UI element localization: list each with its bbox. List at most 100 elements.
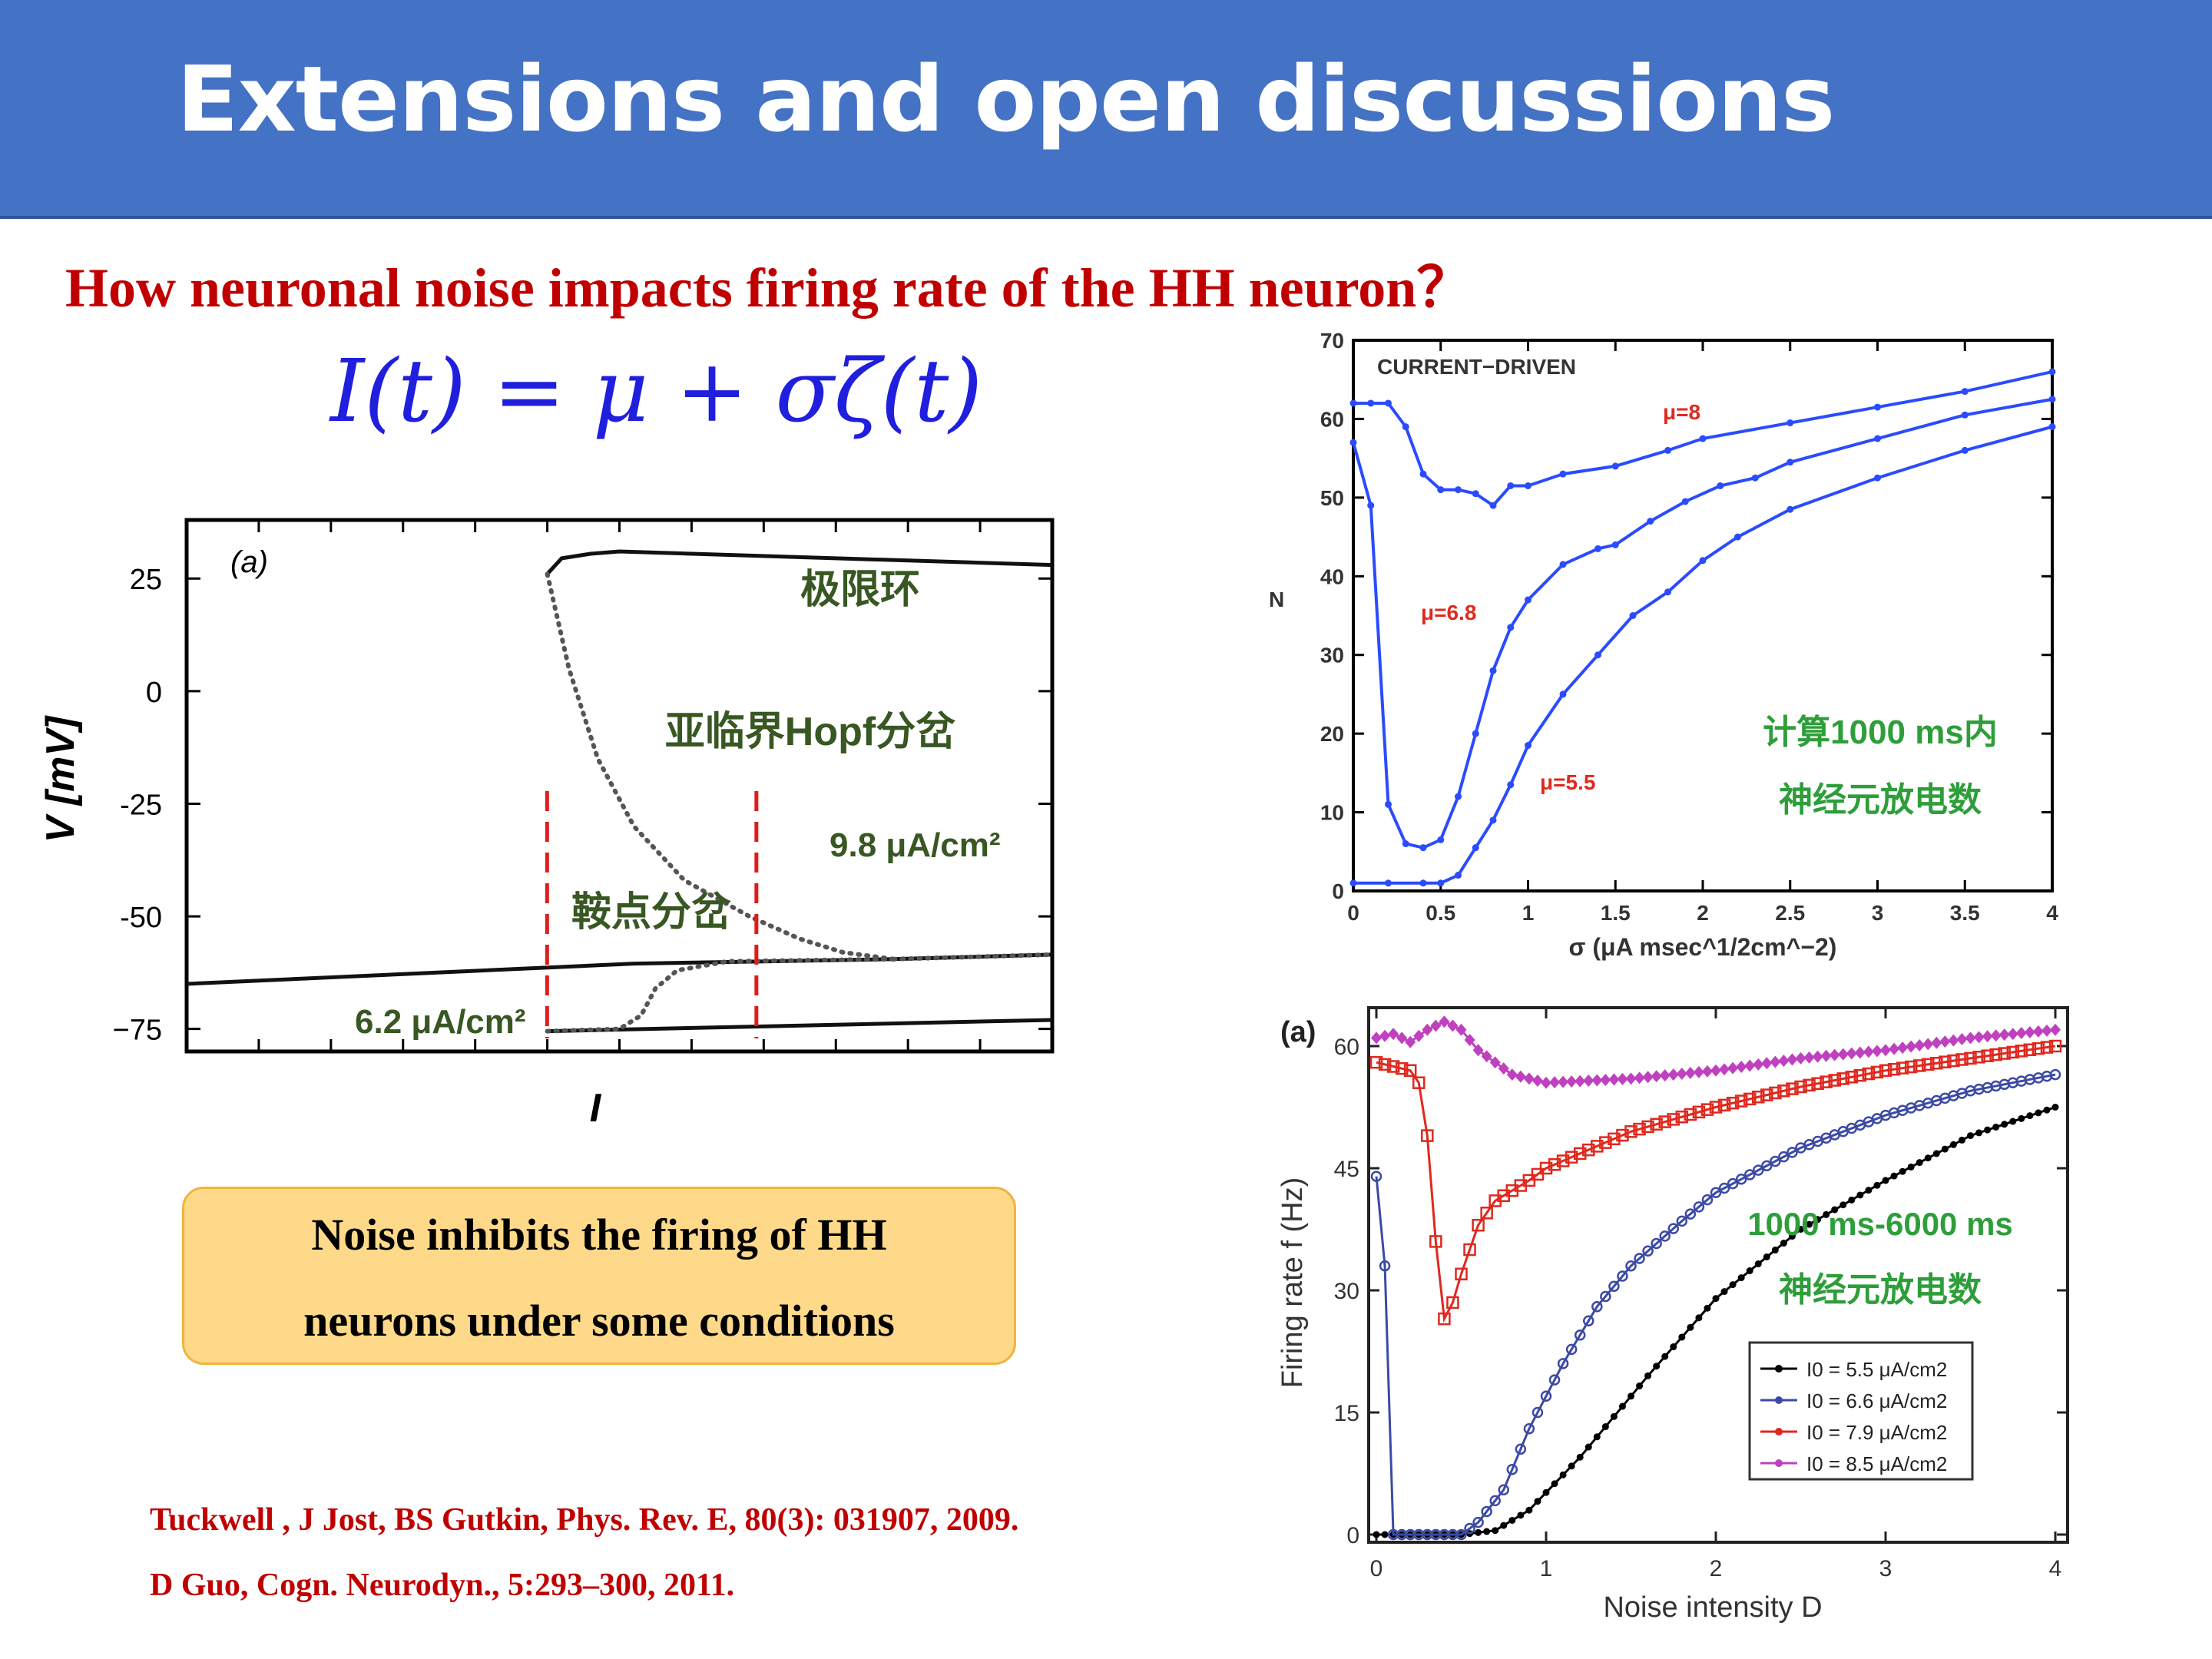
- plot-frame: [1352, 339, 2054, 892]
- data-point: [1600, 1073, 1611, 1086]
- data-point: [1778, 1055, 1790, 1068]
- data-point: [1846, 1122, 1858, 1134]
- data-point: [1720, 1288, 1728, 1296]
- data-point: [1984, 1126, 1992, 1134]
- data-point: [1507, 624, 1515, 631]
- data-point: [1727, 1061, 1739, 1075]
- low-current-label: 6.2 μA/cm²: [355, 1003, 526, 1041]
- data-point: [1712, 1295, 1720, 1303]
- data-point: [1594, 651, 1601, 659]
- data-point: [1548, 1157, 1561, 1171]
- data-point: [1634, 1253, 1645, 1264]
- data-point: [1718, 1182, 1730, 1194]
- data-point: [1472, 1044, 1484, 1057]
- data-point: [1617, 1270, 1628, 1282]
- data-point: [2040, 1041, 2054, 1054]
- data-point: [1396, 1528, 1408, 1541]
- data-point: [1439, 1015, 1450, 1028]
- data-point: [1786, 1053, 1798, 1066]
- data-point: [1480, 1207, 1493, 1220]
- data-point: [1651, 1237, 1662, 1250]
- data-point: [1930, 1057, 1943, 1070]
- x-tick-label: 1: [1540, 1556, 1553, 1581]
- data-point: [1982, 1081, 1993, 1094]
- data-point: [1743, 1169, 1756, 1181]
- legend-label: I0 = 8.5 μA/cm2: [1806, 1452, 1947, 1475]
- data-point: [1624, 1125, 1637, 1138]
- data-point: [1973, 1031, 1985, 1044]
- data-point: [1777, 1084, 1790, 1098]
- data-point: [1870, 1065, 1884, 1079]
- data-point: [1899, 1167, 1906, 1175]
- data-point: [1402, 840, 1409, 848]
- data-point: [1505, 1184, 1519, 1197]
- data-point: [1464, 1034, 1475, 1047]
- data-point: [1907, 1163, 1915, 1171]
- data-point: [1636, 1382, 1644, 1390]
- data-point: [1525, 1506, 1533, 1514]
- panel-label: (a): [1280, 1016, 1316, 1048]
- data-point: [1406, 1531, 1414, 1538]
- data-point: [1709, 1101, 1723, 1114]
- data-point: [1515, 1443, 1527, 1455]
- data-point: [1575, 1075, 1586, 1088]
- data-point: [2015, 1075, 2028, 1087]
- data-point: [1455, 872, 1462, 879]
- data-point: [1367, 502, 1375, 509]
- data-point: [1734, 533, 1741, 541]
- current-equation: I(t) = μ + σζ(t): [330, 342, 983, 442]
- data-point: [1440, 1531, 1448, 1538]
- data-point: [2015, 1027, 2027, 1040]
- data-point: [1684, 1108, 1697, 1121]
- x-axis-label: I: [590, 1086, 602, 1131]
- data-point: [1880, 1044, 1891, 1057]
- data-point: [1396, 1031, 1408, 1045]
- conclusion-callout: Noise inhibits the firing of HH neurons …: [182, 1187, 1016, 1365]
- data-point: [2048, 396, 2056, 403]
- data-point: [1600, 1290, 1611, 1303]
- y-tick-label: −75: [113, 1015, 162, 1047]
- data-point: [1737, 1274, 1745, 1282]
- data-point: [1432, 1531, 1439, 1538]
- data-point: [1628, 1392, 1634, 1400]
- data-point: [1439, 1528, 1450, 1541]
- data-point: [1507, 482, 1515, 489]
- data-point: [1684, 1208, 1697, 1220]
- data-point: [1618, 1402, 1626, 1410]
- data-point: [1642, 1071, 1654, 1084]
- data-point: [1608, 1073, 1620, 1086]
- data-point: [1831, 1206, 1839, 1214]
- legend-label: I0 = 5.5 μA/cm2: [1806, 1358, 1947, 1381]
- series-label-mu8: μ=8: [1663, 400, 1700, 424]
- data-point: [1658, 1115, 1671, 1128]
- data-point: [1760, 1088, 1773, 1101]
- data-point: [1948, 1090, 1959, 1101]
- data-point: [1483, 1528, 1491, 1535]
- data-point: [2006, 1045, 2019, 1059]
- data-point: [1413, 1029, 1425, 1042]
- data-point: [1540, 1390, 1552, 1402]
- data-point: [1659, 1069, 1671, 1082]
- data-point: [1616, 1128, 1629, 1142]
- data-point: [1573, 1147, 1587, 1161]
- data-point: [1419, 879, 1427, 887]
- data-point: [1814, 1216, 1822, 1224]
- data-point: [1385, 800, 1392, 808]
- data-point: [1608, 1132, 1621, 1146]
- data-point: [1726, 1096, 1740, 1110]
- data-point: [1967, 1132, 1974, 1140]
- data-point: [1692, 1105, 1706, 1119]
- data-point: [2048, 1039, 2062, 1053]
- data-point: [1727, 1177, 1739, 1190]
- reference-1: Tuckwell , J Jost, BS Gutkin, Phys. Rev.…: [150, 1502, 1019, 1538]
- data-point: [1542, 1488, 1550, 1496]
- data-point: [1736, 1061, 1747, 1074]
- data-point: [1896, 1061, 1909, 1075]
- data-point: [1972, 1051, 1985, 1064]
- data-point: [1402, 423, 1409, 431]
- data-point: [1492, 1527, 1499, 1535]
- data-point: [2032, 1041, 2045, 1055]
- data-point: [1650, 1118, 1663, 1131]
- title-banner: Extensions and open discussions: [0, 0, 2212, 219]
- data-point: [1839, 1201, 1847, 1209]
